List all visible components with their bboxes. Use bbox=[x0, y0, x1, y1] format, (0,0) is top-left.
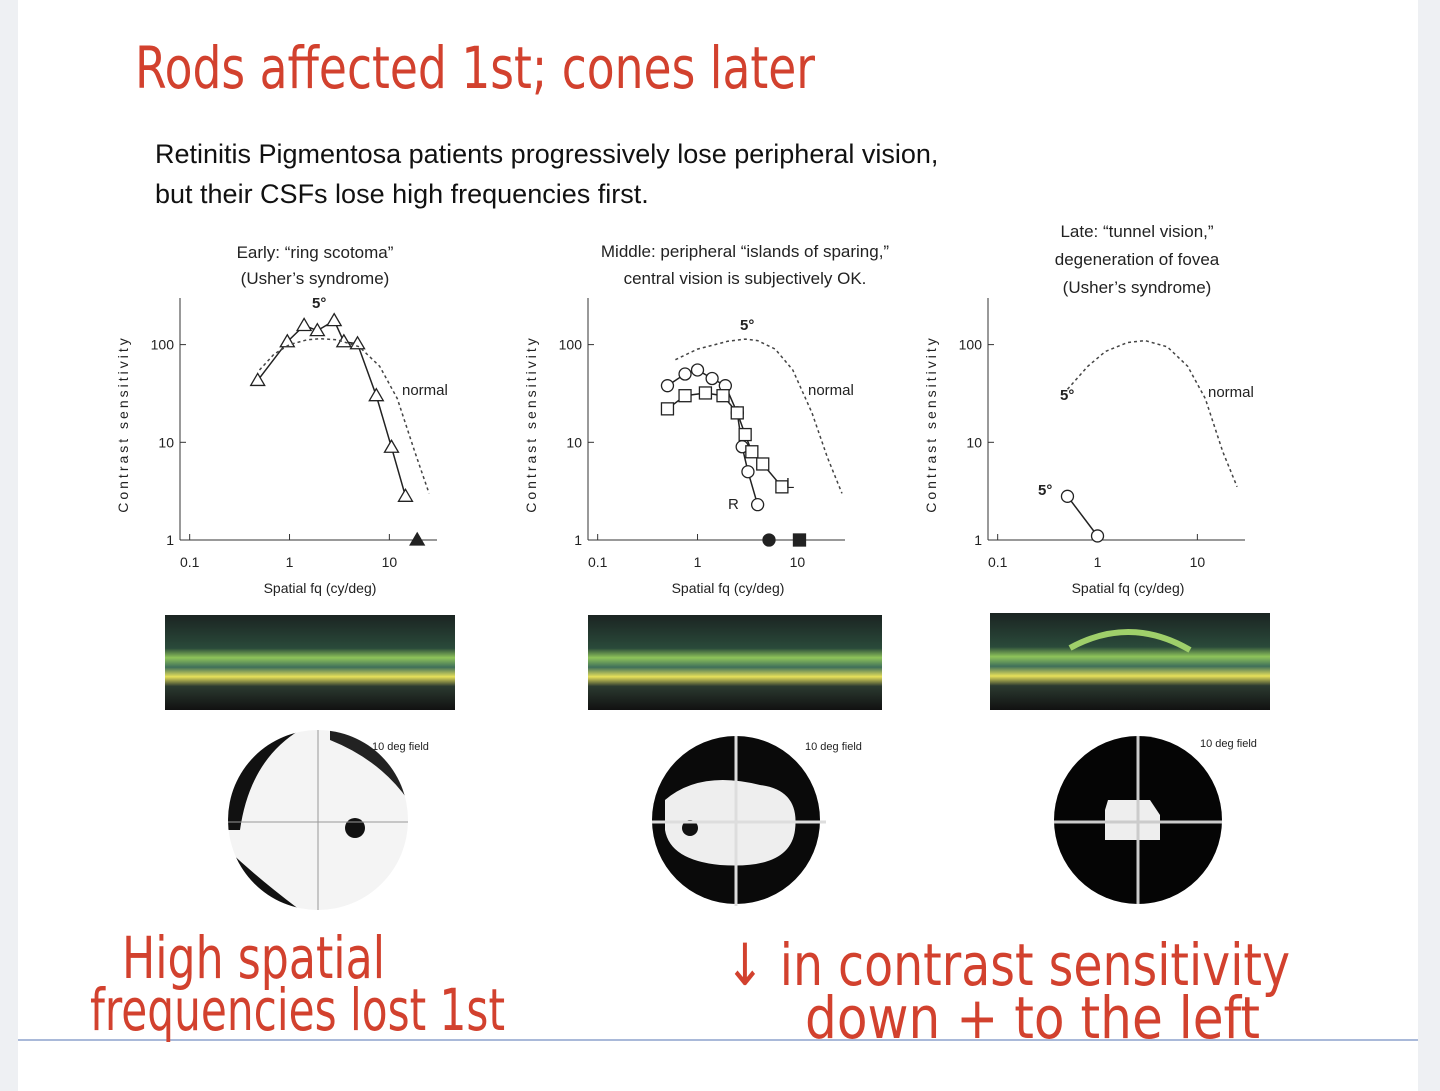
data-line bbox=[257, 319, 407, 497]
chart-title: Late: “tunnel vision,” bbox=[1060, 222, 1213, 241]
x-tick-label: 10 bbox=[382, 554, 398, 570]
margin bbox=[0, 0, 18, 1091]
marker bbox=[660, 402, 675, 416]
marker bbox=[762, 533, 776, 547]
marker bbox=[716, 389, 730, 403]
data-line bbox=[1066, 495, 1099, 537]
curve bbox=[675, 338, 843, 494]
annotation: 5° bbox=[1060, 387, 1074, 404]
chart-title: degeneration of fovea bbox=[1055, 250, 1220, 269]
handwritten-note: Rods affected 1st; cones later bbox=[135, 34, 815, 102]
marker bbox=[660, 379, 675, 393]
y-tick-label: 10 bbox=[158, 434, 174, 450]
x-axis-label: Spatial fq (cy/deg) bbox=[264, 580, 377, 596]
series-label: L bbox=[786, 475, 794, 492]
y-axis-label: Contrast sensitivity bbox=[523, 335, 539, 512]
marker bbox=[397, 488, 414, 502]
x-tick-label: 1 bbox=[694, 554, 702, 570]
oct-scan bbox=[990, 613, 1270, 710]
marker bbox=[741, 465, 755, 479]
field-label: 10 deg field bbox=[805, 741, 862, 753]
x-tick-label: 10 bbox=[1190, 554, 1206, 570]
marker bbox=[756, 457, 770, 471]
series-label: normal bbox=[402, 382, 448, 399]
oct-scan bbox=[588, 615, 882, 710]
annotation: 5° bbox=[312, 295, 326, 312]
marker bbox=[738, 427, 752, 442]
y-axis-label: Contrast sensitivity bbox=[923, 335, 939, 512]
y-tick-label: 10 bbox=[966, 434, 982, 450]
marker bbox=[349, 335, 366, 350]
chart-title: Early: “ring scotoma” bbox=[237, 243, 394, 262]
marker bbox=[750, 498, 765, 512]
y-tick-label: 100 bbox=[559, 337, 583, 353]
chart-title: (Usher’s syndrome) bbox=[1063, 278, 1212, 297]
marker bbox=[678, 367, 692, 381]
field-label: 10 deg field bbox=[1200, 738, 1257, 750]
y-tick-label: 1 bbox=[974, 532, 982, 548]
marker bbox=[690, 363, 705, 377]
curve bbox=[1066, 339, 1238, 488]
series-label: normal bbox=[1208, 384, 1254, 401]
curve bbox=[258, 337, 430, 494]
y-axis-label: Contrast sensitivity bbox=[115, 335, 131, 512]
handwritten-note: down + to the left bbox=[805, 984, 1260, 1052]
y-tick-label: 1 bbox=[574, 532, 582, 548]
marker bbox=[383, 438, 400, 453]
y-tick-label: 100 bbox=[959, 337, 983, 353]
marker bbox=[730, 406, 744, 420]
x-tick-label: 10 bbox=[790, 554, 806, 570]
y-tick-label: 100 bbox=[151, 337, 175, 353]
handwritten-note: High spatial bbox=[122, 924, 385, 992]
marker bbox=[326, 312, 343, 327]
x-axis-label: Spatial fq (cy/deg) bbox=[1072, 580, 1185, 596]
marker bbox=[368, 387, 385, 402]
chart-title: central vision is subjectively OK. bbox=[624, 269, 867, 288]
handwritten-note: ↓ in contrast sensitivity bbox=[725, 931, 1290, 999]
x-axis-label: Spatial fq (cy/deg) bbox=[672, 580, 785, 596]
x-tick-label: 1 bbox=[286, 554, 294, 570]
marker bbox=[309, 322, 326, 337]
marker bbox=[792, 533, 807, 547]
y-tick-label: 10 bbox=[566, 434, 582, 450]
x-tick-label: 0.1 bbox=[180, 554, 200, 570]
marker bbox=[678, 389, 692, 403]
chart-title: (Usher’s syndrome) bbox=[241, 269, 390, 288]
oct-scan bbox=[165, 615, 455, 710]
annotation: 5° bbox=[1038, 482, 1052, 499]
marker bbox=[1060, 489, 1075, 503]
y-tick-label: 1 bbox=[166, 532, 174, 548]
handwritten-note: frequencies lost 1st bbox=[90, 976, 505, 1044]
slide-text: but their CSFs lose high frequencies fir… bbox=[155, 179, 649, 209]
annotation: 5° bbox=[740, 317, 754, 334]
marker bbox=[409, 531, 426, 546]
slide-text: Retinitis Pigmentosa patients progressiv… bbox=[155, 139, 938, 169]
chart-title: Middle: peripheral “islands of sparing,” bbox=[601, 242, 890, 261]
marker bbox=[705, 371, 719, 386]
x-tick-label: 0.1 bbox=[588, 554, 608, 570]
field-label: 10 deg field bbox=[372, 741, 429, 753]
marker bbox=[249, 372, 266, 387]
series-label: normal bbox=[808, 382, 854, 399]
marker bbox=[698, 386, 713, 400]
margin bbox=[1418, 0, 1440, 1091]
x-tick-label: 0.1 bbox=[988, 554, 1008, 570]
marker bbox=[745, 445, 759, 459]
oct-layer bbox=[1068, 629, 1192, 653]
marker bbox=[295, 317, 313, 332]
x-tick-label: 1 bbox=[1094, 554, 1102, 570]
series-label: R bbox=[728, 496, 739, 513]
marker bbox=[1090, 529, 1105, 543]
marker bbox=[775, 480, 789, 494]
data-line bbox=[667, 392, 783, 488]
